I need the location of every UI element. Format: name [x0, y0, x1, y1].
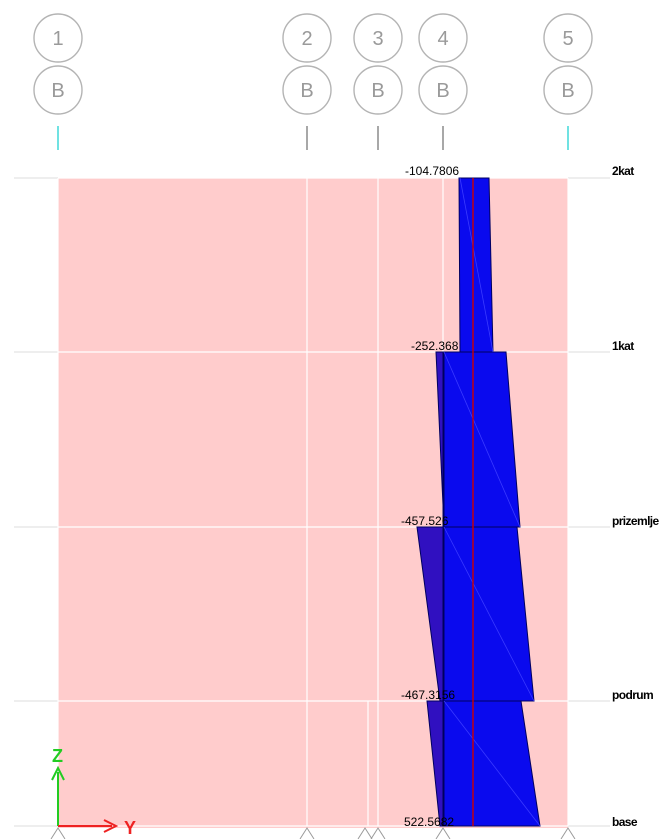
support-icon-0 — [50, 827, 66, 839]
grid-bubble-1 — [33, 13, 83, 63]
story-label-base: base — [612, 815, 638, 829]
value-label-top: -104.7806 — [405, 164, 459, 178]
grid-bubble-label-1: 1 — [52, 28, 63, 50]
z-axis-arrow-icon — [51, 765, 65, 781]
grid-bubble-label-4: 4 — [437, 28, 448, 50]
support-icon-2 — [357, 827, 373, 839]
diagram-value-labels: -104.7806 -252.368 -457.526 -467.3156 52… — [401, 164, 459, 829]
value-label-podrum: -467.3156 — [401, 688, 455, 702]
grid-bubble-sublabel-4: B — [436, 80, 449, 102]
support-icon-3 — [370, 827, 386, 839]
value-label-base: 522.5682 — [404, 815, 454, 829]
grid-bubble-label-5: 5 — [562, 28, 573, 50]
diagram-segment-podrum-neg — [426, 700, 444, 827]
story-label-podrum: podrum — [612, 688, 653, 702]
grid-bubble-sub-1 — [33, 65, 83, 115]
grid-bubble-sub-2 — [282, 65, 332, 115]
story-labels: 2kat 1kat prizemlje podrum base — [612, 164, 660, 829]
grid-bubble-3 — [353, 13, 403, 63]
grid-bubbles: 1 B 2 B 3 B 4 B 5 B — [33, 13, 593, 115]
grid-bubble-sub-4 — [418, 65, 468, 115]
story-label-1kat: 1kat — [612, 339, 634, 353]
support-icon-5 — [560, 827, 576, 839]
diagram-hatch-1 — [443, 526, 535, 702]
story-label-2kat: 2kat — [612, 164, 634, 178]
z-axis-label: Z — [52, 746, 63, 766]
grid-bubble-label-2: 2 — [301, 28, 312, 50]
value-label-prizemlje: -457.526 — [401, 514, 449, 528]
value-label-1kat: -252.368 — [411, 339, 459, 353]
support-icon-1 — [299, 827, 315, 839]
grid-bubble-2 — [282, 13, 332, 63]
grid-bubble-5 — [543, 13, 593, 63]
y-axis-label: Y — [124, 818, 136, 838]
grid-bubble-sub-5 — [543, 65, 593, 115]
grid-bubble-4 — [418, 13, 468, 63]
diagram-hatch-0 — [443, 351, 521, 528]
grid-bubble-sublabel-3: B — [371, 80, 384, 102]
story-label-prizemlje: prizemlje — [612, 514, 660, 528]
diagram-hatch-3 — [459, 177, 494, 353]
grid-bubble-sub-3 — [353, 65, 403, 115]
grid-bubble-sublabel-1: B — [51, 80, 64, 102]
grid-bubble-sublabel-2: B — [300, 80, 313, 102]
diagram-hatch-2 — [443, 700, 541, 827]
force-diagram — [416, 177, 541, 827]
grid-bubble-sublabel-5: B — [561, 80, 574, 102]
axis-triad: Z Y — [51, 746, 136, 838]
support-icon-4 — [435, 827, 451, 839]
y-axis-arrow-icon — [103, 819, 119, 833]
grid-bubble-label-3: 3 — [372, 28, 383, 50]
